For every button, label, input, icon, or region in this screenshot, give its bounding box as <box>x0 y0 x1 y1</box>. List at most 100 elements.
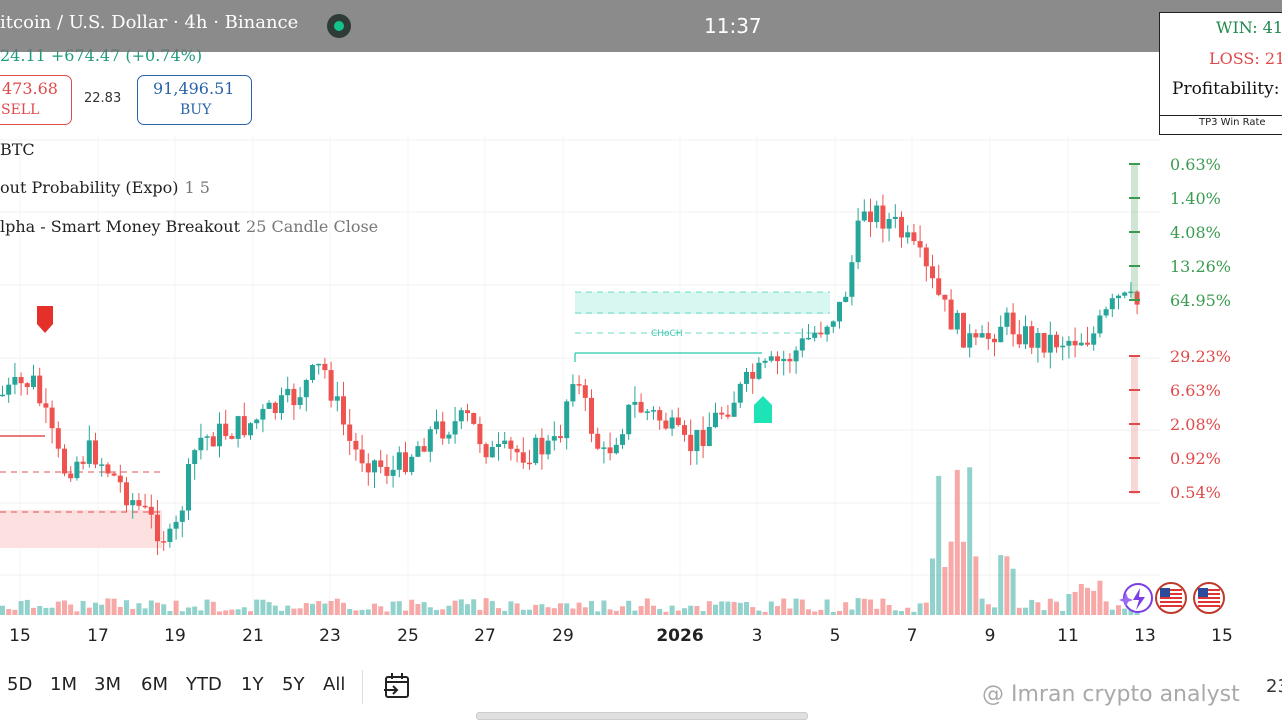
candle-body <box>1047 334 1053 353</box>
volume-bar <box>899 611 904 615</box>
tf-5d[interactable]: 5D <box>7 674 33 695</box>
candle-body <box>892 216 898 219</box>
candle-body <box>279 395 284 414</box>
volume-bar <box>241 607 247 615</box>
indicator-params: 1 5 <box>184 178 210 197</box>
volume-bar <box>204 599 210 615</box>
candle-body <box>161 541 167 543</box>
candle-body <box>446 434 452 439</box>
x-tick-label: 15 <box>1211 626 1233 646</box>
down-probability-label: 0.54% <box>1170 483 1221 502</box>
candle-body <box>496 444 501 447</box>
volume-bar <box>1004 556 1010 615</box>
volume-bar <box>886 605 892 615</box>
down-probability-label: 6.63% <box>1170 381 1221 400</box>
volume-bar <box>465 604 470 615</box>
volume-bar <box>117 607 123 615</box>
candle-body <box>223 423 229 436</box>
volume-bar <box>477 609 483 615</box>
volume-bar <box>0 605 5 615</box>
indicator-legend-3[interactable]: lpha - Smart Money Breakout 25 Candle Clo… <box>0 217 378 236</box>
volume-bar <box>210 601 216 615</box>
candle-body <box>533 437 539 464</box>
indicator-legend-1[interactable]: BTC <box>0 140 35 159</box>
candle-body <box>489 447 495 458</box>
candle-body <box>24 383 30 387</box>
tf-all[interactable]: All <box>323 674 346 695</box>
volume-bar <box>303 603 309 615</box>
home-indicator[interactable] <box>476 712 808 720</box>
tf-5y[interactable]: 5Y <box>282 674 305 695</box>
buy-button[interactable]: 91,496.51 BUY <box>137 75 252 125</box>
tf-3m[interactable]: 3M <box>94 674 121 695</box>
volume-bar <box>936 475 942 615</box>
volume-bar <box>198 610 204 615</box>
candle-body <box>440 421 446 439</box>
candle-body <box>551 436 557 441</box>
calendar-range-icon[interactable] <box>383 671 413 701</box>
volume-bar <box>750 607 756 615</box>
candle-body <box>210 436 216 447</box>
tf-6m[interactable]: 6M <box>141 674 168 695</box>
tf-1y[interactable]: 1Y <box>241 674 264 695</box>
candle-body <box>737 383 743 403</box>
symbol-title[interactable]: itcoin / U.S. Dollar · 4h · Binance <box>0 12 299 33</box>
volume-bar <box>713 604 718 615</box>
candle-body <box>781 358 787 362</box>
candle-body <box>601 447 607 449</box>
chart-grid <box>0 135 1160 615</box>
sell-label: SELL <box>1 102 40 118</box>
volume-bar <box>719 601 725 615</box>
volume-bar <box>105 598 111 615</box>
indicator-legend-2[interactable]: out Probability (Expo) 1 5 <box>0 178 210 197</box>
volume-bar <box>570 608 576 615</box>
volume-bar <box>607 609 613 615</box>
volume-bar <box>675 610 681 615</box>
volume-bar <box>440 609 446 615</box>
candle-body <box>1078 342 1084 346</box>
tf-1m[interactable]: 1M <box>50 674 77 695</box>
volume-bar <box>37 606 43 615</box>
buy-label: BUY <box>180 102 212 118</box>
volume-bar <box>1035 602 1041 615</box>
candle-body <box>992 338 997 343</box>
status-bar: itcoin / U.S. Dollar · 4h · Binance 11:3… <box>0 0 1282 52</box>
volume-bar <box>601 600 607 615</box>
volume-bar <box>310 603 315 615</box>
candle-body <box>861 211 867 221</box>
tf-ytd[interactable]: YTD <box>186 674 222 695</box>
volume-bar <box>279 610 284 615</box>
x-tick-label: 17 <box>87 626 109 646</box>
volume-bar <box>316 601 322 615</box>
candle-body <box>235 416 241 439</box>
volume-bar <box>830 612 836 615</box>
candle-body <box>942 294 948 300</box>
candle-body <box>675 417 681 425</box>
volume-bar <box>824 599 830 615</box>
sparkle-icon <box>1119 583 1153 613</box>
up-probability-label: 1.40% <box>1170 189 1221 208</box>
volume-bar <box>787 608 793 615</box>
candle-body <box>124 482 129 506</box>
volume-bar <box>706 601 712 615</box>
candle-body <box>241 416 247 436</box>
volume-bar <box>229 609 235 615</box>
candle-body <box>1010 312 1016 335</box>
volume-bar <box>595 611 601 615</box>
candle-body <box>731 402 737 417</box>
volume-bar <box>973 556 979 615</box>
volume-bar <box>266 602 272 615</box>
volume-bar <box>12 609 18 615</box>
x-tick-label: 25 <box>397 626 419 646</box>
sell-button[interactable]: 473.68 SELL <box>0 75 72 125</box>
candle-body <box>595 433 601 449</box>
corner-value: 23 <box>1266 676 1282 697</box>
candle-body <box>1116 295 1121 299</box>
volume-bar <box>322 603 328 615</box>
candle-body <box>799 338 805 351</box>
volume-bar <box>24 599 30 615</box>
volume-bar <box>347 609 353 615</box>
volume-bar <box>700 611 706 615</box>
candle-body <box>539 437 545 455</box>
